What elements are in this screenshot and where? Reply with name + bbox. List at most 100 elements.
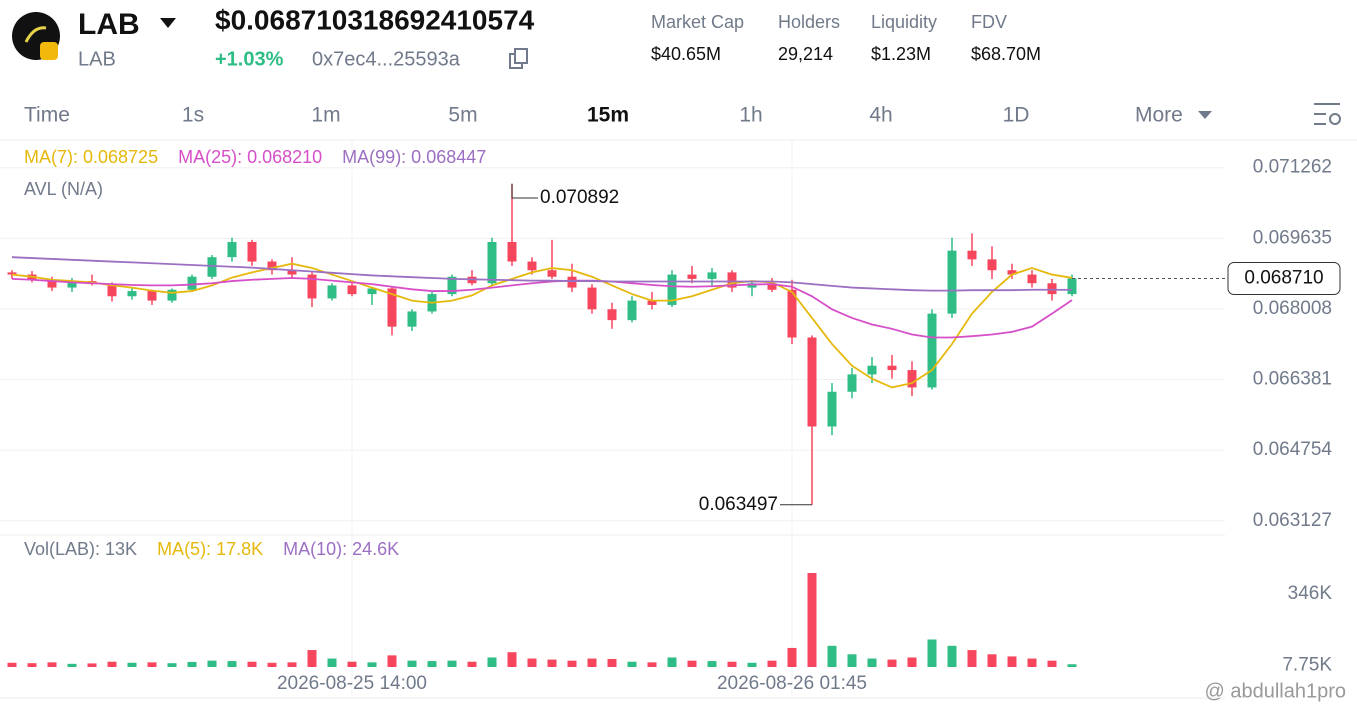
last-price-label: 0.068710: [1244, 267, 1323, 288]
candle-body: [447, 276, 457, 295]
volume-bar: [727, 661, 737, 667]
candle-body: [387, 288, 397, 327]
stat-value: $40.65M: [651, 44, 721, 64]
volume-bar: [1007, 656, 1017, 667]
indicator-label: MA(99): 0.068447: [342, 147, 486, 167]
volume-bar: [827, 645, 837, 667]
candle-body: [227, 242, 237, 258]
volume-bar: [1027, 658, 1037, 667]
last-price-box: [1227, 261, 1341, 295]
price-change: +1.03%: [215, 48, 284, 70]
volume-tick-label: 7.75K: [1282, 654, 1332, 675]
candle-body: [187, 276, 197, 290]
interval-tab[interactable]: 1D: [1003, 104, 1030, 127]
candle-body: [1027, 274, 1037, 284]
candle-body: [807, 337, 817, 427]
moving-average-line: [11, 262, 1073, 389]
volume-bar: [767, 660, 777, 667]
candle-body: [607, 309, 617, 321]
candle-body: [547, 270, 557, 277]
candle-body: [407, 311, 417, 327]
volume-bar: [7, 662, 17, 667]
volume-bar: [567, 660, 577, 667]
candle-body: [267, 261, 277, 271]
candle-body: [647, 300, 657, 305]
candle-body: [1007, 270, 1017, 275]
candle-body: [667, 274, 677, 305]
y-tick-label: 0.063127: [1253, 510, 1332, 531]
token-name: LAB: [78, 48, 116, 70]
volume-bar: [787, 647, 797, 667]
interval-tab[interactable]: 5m: [448, 104, 477, 127]
volume-bar: [547, 659, 557, 667]
interval-tab[interactable]: Time: [24, 104, 70, 127]
volume-bar: [647, 662, 657, 667]
stat-label: Liquidity: [871, 12, 937, 32]
x-tick-label: 2026-08-25 14:00: [277, 673, 427, 694]
candle-body: [287, 270, 297, 275]
candle-body: [987, 259, 997, 271]
copy-icon[interactable]: [509, 48, 528, 69]
more-arrow[interactable]: [1198, 111, 1212, 119]
interval-tab[interactable]: 1h: [739, 104, 762, 127]
volume-bar: [1067, 664, 1077, 667]
candle-body: [947, 250, 957, 314]
indicator-label: MA(7): 0.068725: [24, 147, 158, 167]
y-tick-label: 0.068008: [1253, 298, 1332, 319]
settings-icon[interactable]: [1314, 103, 1341, 125]
high-label: 0.070892: [540, 187, 619, 208]
volume-bar: [627, 661, 637, 667]
volume-bar: [67, 663, 77, 667]
candle-body: [967, 250, 977, 260]
volume-bar: [167, 663, 177, 667]
interval-tab[interactable]: 1s: [182, 104, 204, 127]
y-tick-label: 0.069635: [1253, 227, 1332, 248]
volume-bar: [147, 662, 157, 667]
candle-body: [727, 272, 737, 288]
candle-body: [907, 370, 917, 388]
volume-bar: [27, 663, 37, 667]
volume-bar: [127, 662, 137, 667]
volume-bar: [507, 652, 517, 667]
candle-body: [207, 257, 217, 277]
volume-bar: [527, 658, 537, 667]
stat-value: $1.23M: [871, 44, 931, 64]
volume-bar: [227, 661, 237, 667]
candle-body: [847, 374, 857, 392]
settings-gear: [1329, 113, 1341, 125]
interval-tab[interactable]: 15m: [587, 104, 629, 127]
volume-bar: [907, 657, 917, 667]
volume-bar: [387, 655, 397, 667]
stat-label: FDV: [971, 12, 1007, 32]
volume-bar: [467, 661, 477, 667]
dropdown-arrow[interactable]: [160, 18, 176, 28]
candle-body: [247, 242, 257, 262]
interval-tab[interactable]: More: [1135, 104, 1183, 127]
candle-body: [827, 391, 837, 427]
candle-body: [1047, 283, 1057, 295]
stat-label: Market Cap: [651, 12, 744, 32]
contract-address: 0x7ec4...25593a: [312, 48, 461, 70]
indicator-label: MA(25): 0.068210: [178, 147, 322, 167]
volume-bar: [307, 650, 317, 667]
candle-body: [587, 287, 597, 310]
volume-bar: [427, 661, 437, 667]
volume-bar: [487, 657, 497, 667]
candle-body: [927, 313, 937, 388]
volume-bar: [187, 661, 197, 667]
volume-bar: [87, 663, 97, 667]
candle-body: [507, 242, 517, 262]
candle-body: [347, 285, 357, 295]
candle-body: [67, 281, 77, 288]
volume-bar: [947, 645, 957, 667]
volume-bar: [47, 662, 57, 667]
chain-badge: [40, 42, 58, 60]
volume-bar: [587, 658, 597, 667]
interval-tab[interactable]: 4h: [869, 104, 892, 127]
interval-tab[interactable]: 1m: [311, 104, 340, 127]
x-tick-label: 2026-08-26 01:45: [717, 673, 867, 694]
volume-bar: [667, 657, 677, 667]
volume-tick-label: 346K: [1288, 583, 1333, 604]
candle-body: [487, 242, 497, 284]
